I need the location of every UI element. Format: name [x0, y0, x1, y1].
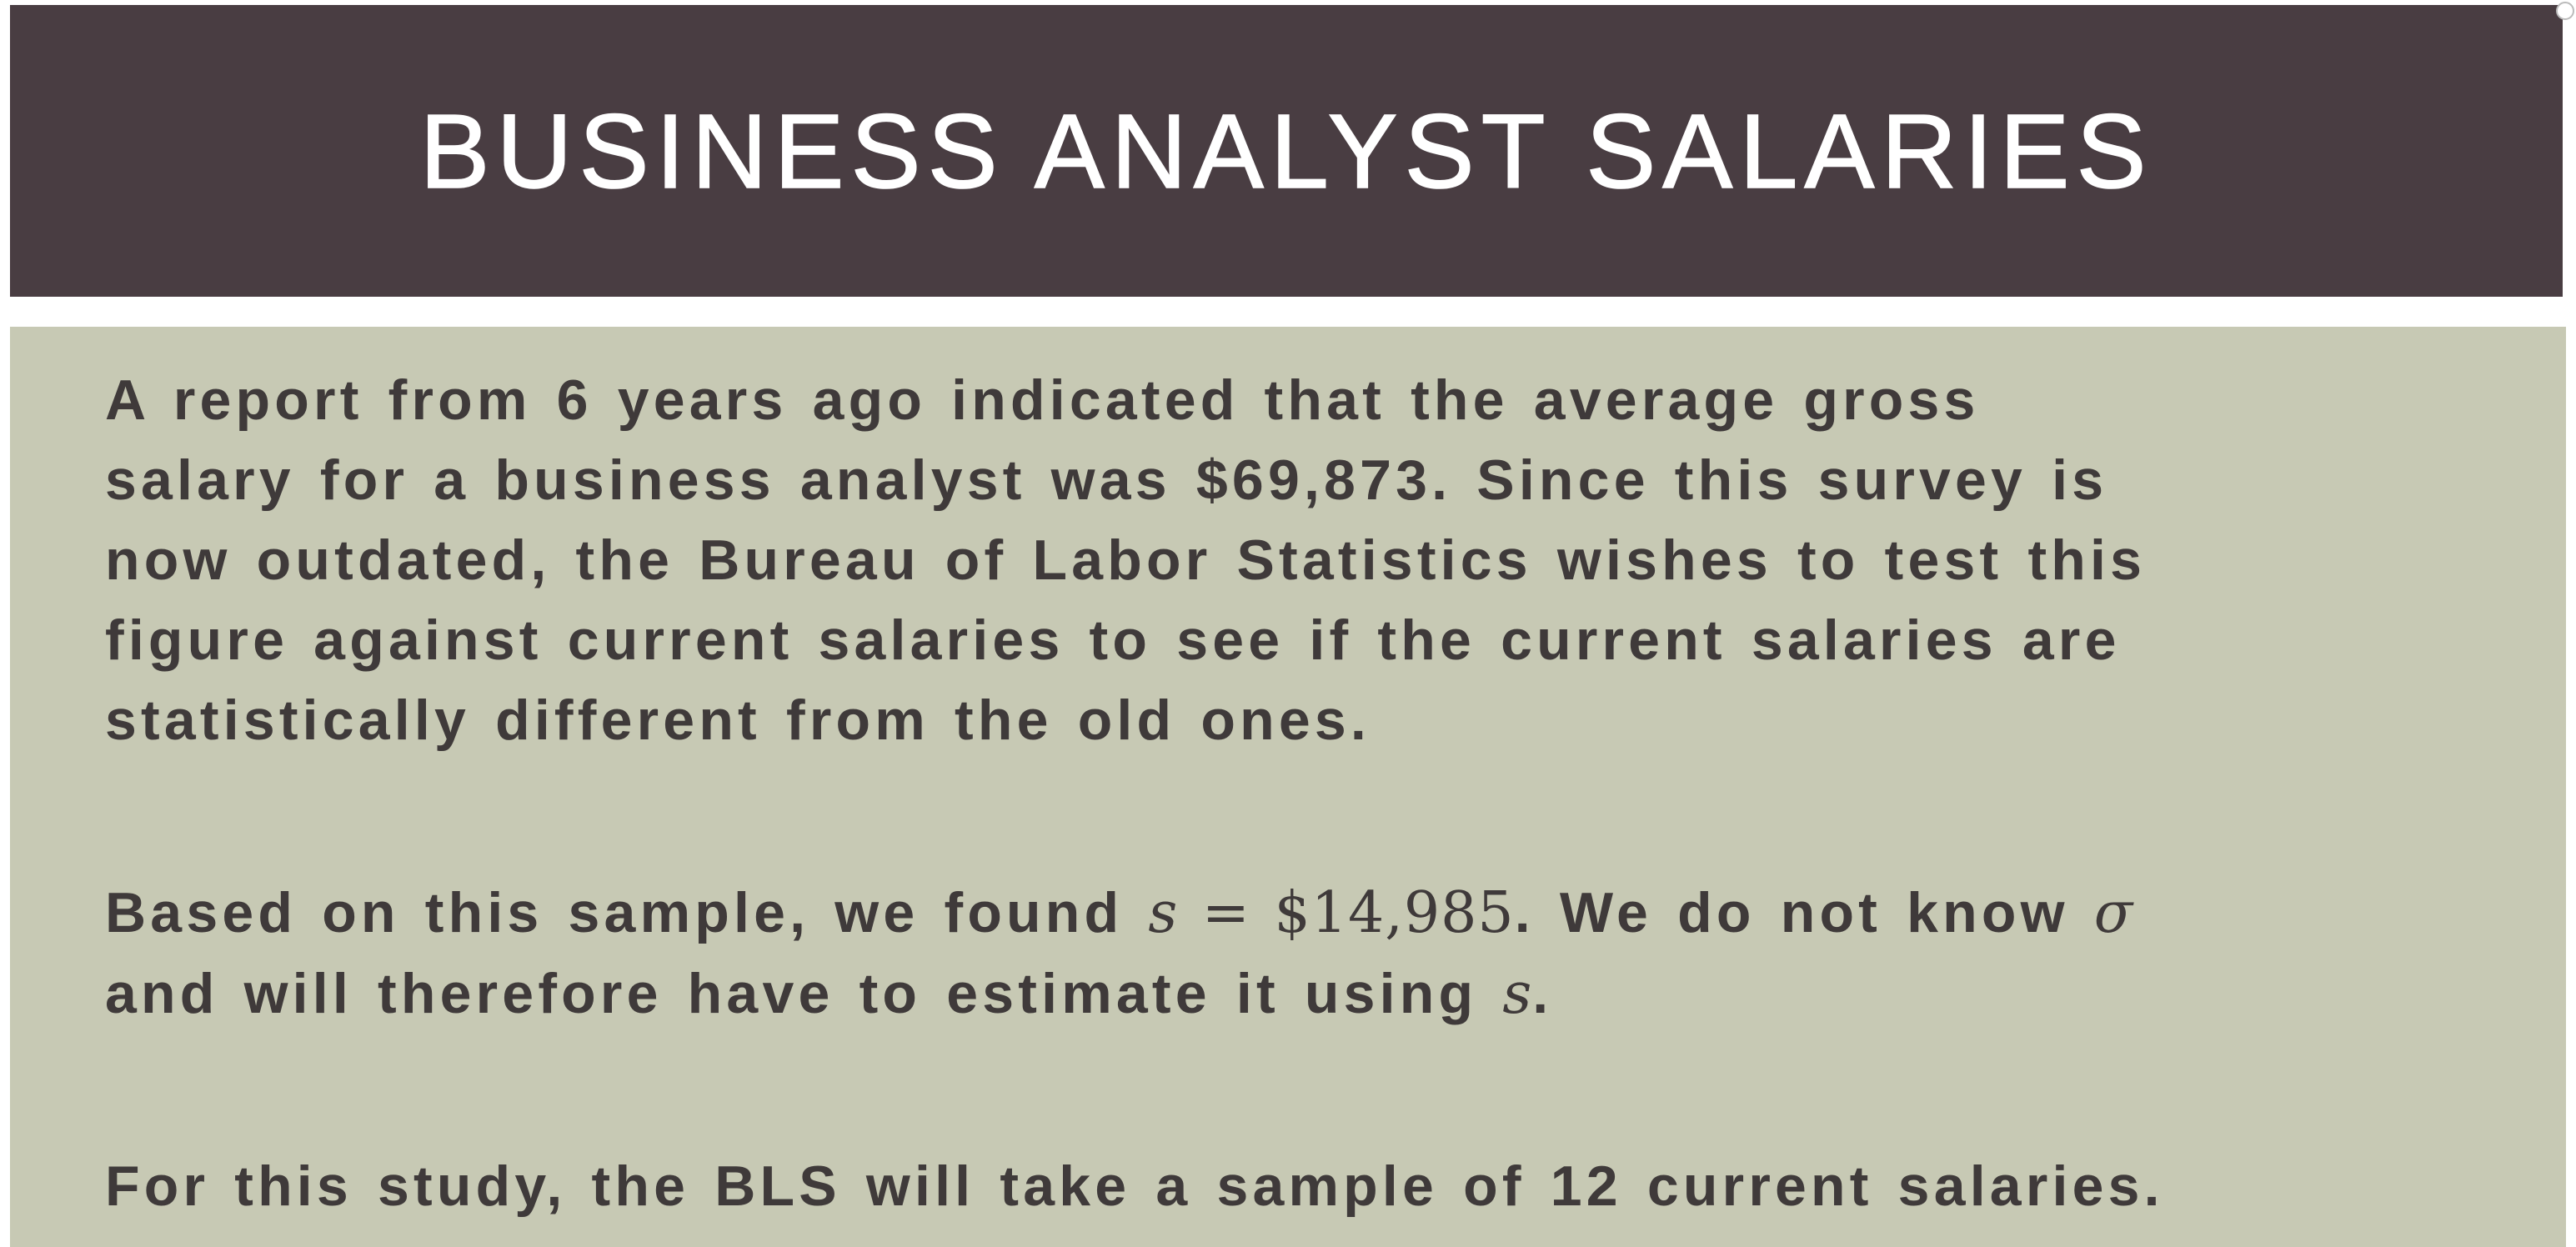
math-value: = $14,985 [1178, 880, 1515, 946]
math-sigma: σ [2093, 880, 2134, 946]
title-bar: BUSINESS ANALYST SALARIES [10, 5, 2563, 297]
content-panel [10, 327, 2566, 1247]
paragraph-line: now outdated, the Bureau of Labor Statis… [105, 528, 2147, 592]
math-variable-s: s [1502, 961, 1533, 1027]
text-segment: Based on this sample, we found [105, 881, 1149, 944]
text-segment: . We do not know [1514, 881, 2094, 944]
math-variable-s: s [1148, 880, 1179, 946]
paragraph-line: A report from 6 years ago indicated that… [105, 368, 1980, 432]
paragraph-line: salary for a business analyst was $69,87… [105, 448, 2108, 512]
text-segment: and will therefore have to estimate it u… [105, 962, 1503, 1025]
slide-title: BUSINESS ANALYST SALARIES [419, 92, 2153, 211]
paragraph-sample: Based on this sample, we found s = $14,9… [105, 873, 2133, 1034]
paragraph-line: For this study, the BLS will take a samp… [105, 1154, 2164, 1218]
paragraph-line: Based on this sample, we found s = $14,9… [105, 873, 2133, 954]
corner-indicator-icon [2556, 2, 2574, 20]
paragraph-line: and will therefore have to estimate it u… [105, 954, 2133, 1034]
math-expression: s = $14,985 [1148, 880, 1514, 946]
paragraph-line: statistically different from the old one… [105, 689, 1371, 752]
paragraph-study: For this study, the BLS will take a samp… [105, 1146, 2164, 1226]
paragraph-line: figure against current salaries to see i… [105, 608, 2121, 672]
text-segment: . [1532, 962, 1553, 1025]
paragraph-report: A report from 6 years ago indicated that… [105, 360, 2146, 760]
